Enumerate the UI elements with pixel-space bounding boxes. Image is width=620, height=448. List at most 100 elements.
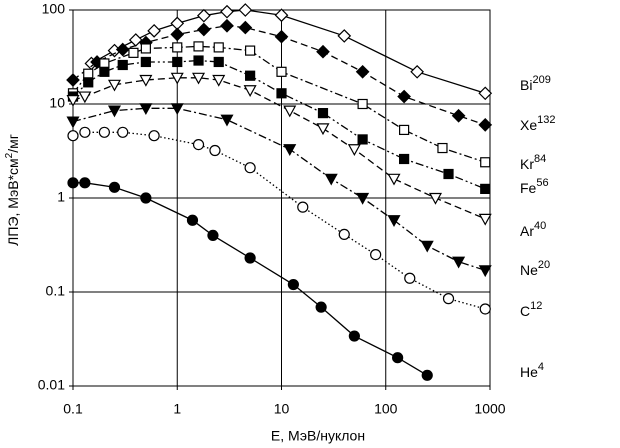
marker (243, 85, 257, 98)
marker (370, 248, 382, 261)
marker (357, 98, 368, 110)
marker (83, 77, 94, 88)
marker (245, 45, 256, 56)
marker (410, 64, 424, 79)
marker (172, 42, 183, 53)
series-line (72, 77, 486, 220)
marker (338, 228, 350, 240)
series-name: Ne (520, 262, 538, 278)
marker (478, 265, 492, 278)
series-line (72, 131, 486, 310)
series-superscript: 56 (536, 177, 548, 189)
marker (197, 22, 211, 37)
marker (356, 192, 370, 205)
marker (397, 89, 411, 104)
marker (387, 215, 401, 227)
series-name: Ar (520, 223, 534, 239)
x-tick-label: 0.1 (63, 401, 83, 417)
marker (98, 126, 110, 138)
marker (170, 103, 184, 116)
marker (207, 229, 219, 242)
series-line (73, 182, 428, 376)
marker (99, 66, 110, 77)
series-superscript: 132 (537, 114, 555, 126)
marker (140, 56, 151, 68)
marker (276, 66, 287, 77)
marker (186, 214, 199, 226)
marker (297, 201, 309, 213)
series-label: C12 (520, 300, 542, 319)
series-superscript: 40 (534, 220, 546, 232)
marker (428, 192, 443, 205)
series-name: He (520, 364, 538, 380)
marker (387, 173, 401, 186)
marker (244, 162, 256, 174)
marker (347, 144, 361, 157)
y-tick-label: 0.1 (46, 283, 66, 299)
marker (283, 105, 297, 118)
x-axis-label: E, МэВ/нуклон (271, 428, 365, 444)
marker (192, 72, 206, 85)
marker (437, 142, 448, 154)
marker (478, 86, 493, 101)
marker (128, 33, 143, 47)
marker (107, 79, 122, 92)
marker (170, 72, 184, 85)
marker (170, 27, 185, 42)
series-label: Fe56 (520, 177, 549, 196)
marker (316, 123, 330, 136)
marker (140, 192, 152, 204)
series-superscript: 209 (532, 74, 550, 86)
marker (108, 181, 121, 193)
marker (244, 252, 256, 264)
series-label: Ne20 (520, 259, 550, 278)
series-name: Xe (520, 117, 537, 133)
series-superscript: 20 (538, 259, 550, 271)
marker (317, 108, 329, 119)
marker (140, 43, 151, 54)
marker (480, 157, 491, 168)
y-tick-label: 100 (42, 1, 66, 17)
y-tick-label: 1 (57, 189, 65, 205)
marker (283, 144, 297, 157)
marker (67, 130, 79, 142)
series-label: Ar40 (520, 220, 546, 239)
series-superscript: 84 (534, 153, 546, 165)
marker (478, 213, 492, 226)
y-label-sup: 2 (4, 152, 15, 158)
marker (78, 91, 92, 104)
marker (193, 55, 204, 66)
marker (117, 126, 129, 138)
series-label: Xe132 (520, 114, 555, 133)
marker (66, 73, 80, 87)
marker (392, 352, 404, 364)
series-label: Bi209 (520, 74, 551, 93)
marker (452, 256, 466, 269)
marker (220, 4, 234, 19)
marker (479, 303, 491, 315)
marker (213, 56, 224, 68)
marker (324, 173, 338, 186)
series-name: C (520, 303, 530, 319)
marker (421, 369, 433, 381)
series-name: Kr (520, 156, 534, 172)
marker (337, 29, 352, 43)
marker (67, 177, 79, 189)
series-line (72, 107, 486, 271)
series-label: He4 (520, 361, 544, 380)
marker (209, 144, 221, 157)
marker (404, 272, 416, 284)
marker (147, 24, 161, 38)
marker (115, 42, 130, 57)
marker (399, 124, 410, 136)
x-tick-label: 1 (173, 401, 181, 417)
series-label: Kr84 (520, 153, 546, 172)
marker (245, 70, 256, 81)
marker (480, 183, 491, 194)
marker (238, 3, 253, 17)
marker (274, 29, 289, 44)
marker (192, 138, 205, 151)
y-tick-label: 10 (49, 95, 65, 111)
marker (148, 130, 160, 142)
